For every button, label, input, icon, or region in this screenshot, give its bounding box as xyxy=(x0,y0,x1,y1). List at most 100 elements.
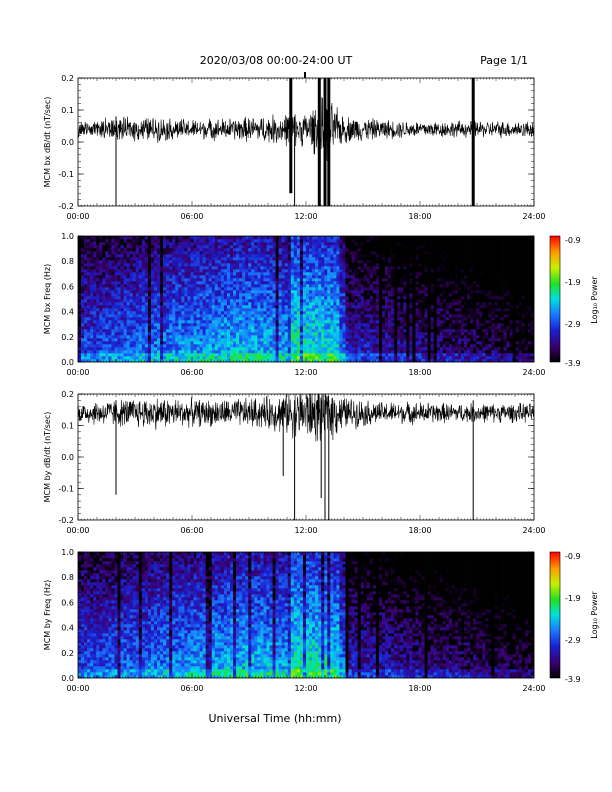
spectrogram-cell xyxy=(114,254,118,258)
spectrogram-cell xyxy=(394,254,398,258)
spectrogram-cell xyxy=(190,260,194,264)
spectrogram-cell xyxy=(330,344,334,348)
spectrogram-cell xyxy=(199,290,203,294)
spectrogram-cell xyxy=(138,269,143,273)
spectrogram-cell xyxy=(114,248,118,252)
spectrogram-cell xyxy=(284,341,289,345)
spectrogram-cell xyxy=(248,263,252,267)
spectrogram-cell xyxy=(226,296,231,300)
spectrogram-cell xyxy=(333,338,337,342)
spectrogram-cell xyxy=(287,323,292,327)
spectrogram-cell xyxy=(351,272,355,276)
spectrogram-cell xyxy=(178,347,182,351)
spectrogram-cell xyxy=(339,242,343,246)
spectrogram-cell xyxy=(132,242,137,246)
spectrogram-cell xyxy=(394,296,398,300)
spectrogram-cell xyxy=(257,242,261,246)
spectrogram-cell xyxy=(81,359,85,363)
spectrogram-cell xyxy=(293,326,298,330)
spectrogram-cell xyxy=(90,329,94,333)
spectrogram-cell xyxy=(223,305,228,309)
spectrogram-cell xyxy=(409,236,413,240)
spectrogram-cell xyxy=(336,341,340,345)
spectrogram-cell xyxy=(120,281,124,285)
spectrogram-cell xyxy=(166,341,170,345)
spectrogram-cell xyxy=(226,332,231,336)
spectrogram-cell xyxy=(391,332,395,336)
spectrogram-cell xyxy=(272,260,276,264)
spectrogram-cell xyxy=(223,293,228,297)
spectrogram-cell xyxy=(251,317,255,321)
spectrogram-cell xyxy=(120,293,124,297)
spectrogram-cell xyxy=(87,353,91,357)
spectrogram-cell xyxy=(251,341,255,345)
spectrogram-cell xyxy=(324,353,328,357)
spectrogram-cell xyxy=(345,248,349,252)
spectrogram-cell xyxy=(306,242,310,246)
spectrogram-cell xyxy=(160,239,164,243)
spectrogram-cell xyxy=(147,266,152,270)
spectrogram-cell xyxy=(406,287,410,291)
spectrogram-cell xyxy=(290,338,295,342)
spectrogram-cell xyxy=(239,302,243,306)
spectrogram-cell xyxy=(129,314,134,318)
spectrogram-cell xyxy=(190,275,194,279)
spectrogram-cell xyxy=(272,287,276,291)
spectrogram-cell xyxy=(135,329,140,333)
spectrogram-cell xyxy=(302,248,307,252)
spectrogram-cell xyxy=(196,329,200,333)
spectrogram-cell xyxy=(403,359,407,363)
spectrogram-cell xyxy=(248,332,252,336)
spectrogram-cell xyxy=(211,341,216,345)
spectrogram-cell xyxy=(193,308,197,312)
spectrogram-cell xyxy=(378,284,383,288)
spectrogram-cell xyxy=(205,275,210,279)
spectrogram-cell xyxy=(220,317,225,321)
spectrogram-cell xyxy=(388,356,392,360)
spectrogram-cell xyxy=(114,302,118,306)
spectrogram-cell xyxy=(175,356,179,360)
spectrogram-cell xyxy=(193,284,197,288)
spectrogram-cell xyxy=(117,248,121,252)
spectrogram-cell xyxy=(84,266,88,270)
spectrogram-cell xyxy=(412,326,416,330)
spectrogram-cell xyxy=(354,323,358,327)
spectrogram-cell xyxy=(208,248,213,252)
spectrogram-cell xyxy=(90,320,94,324)
spectrogram-cell xyxy=(169,329,173,333)
spectrogram-cell xyxy=(147,332,152,336)
spectrogram-cell xyxy=(205,305,210,309)
spectrogram-cell xyxy=(378,308,383,312)
spectrogram-cell xyxy=(217,269,222,273)
spectrogram-cell xyxy=(242,338,246,342)
spectrogram-cell xyxy=(278,335,282,339)
spectrogram-cell xyxy=(309,245,313,249)
spectrogram-cell xyxy=(333,335,337,339)
spectrogram-cell xyxy=(163,263,167,267)
spectrogram-cell xyxy=(309,266,313,270)
spectrogram-cell xyxy=(251,284,255,288)
spectrogram-cell xyxy=(120,287,124,291)
spectrogram-cell xyxy=(84,305,88,309)
spectrogram-cell xyxy=(132,332,137,336)
spectrogram-cell xyxy=(275,281,279,285)
spectrogram-cell xyxy=(199,338,203,342)
spectrogram-cell xyxy=(120,326,124,330)
spectrogram-cell xyxy=(199,332,203,336)
spectrogram-cell xyxy=(287,353,292,357)
spectrogram-cell xyxy=(281,290,286,294)
spectrogram-cell xyxy=(141,299,146,303)
spectrogram-cell xyxy=(342,242,346,246)
spectrogram-cell xyxy=(163,302,167,306)
spectrogram-cell xyxy=(205,245,210,249)
spectrogram-cell xyxy=(403,263,407,267)
spectrogram-cell xyxy=(409,359,413,363)
spectrogram-cell xyxy=(217,320,222,324)
spectrogram-cell xyxy=(96,245,100,249)
spectrogram-cell xyxy=(299,299,304,303)
spectrogram-cell xyxy=(172,263,176,267)
spectrogram-cell xyxy=(260,320,264,324)
spectrogram-cell xyxy=(190,353,194,357)
spectrogram-cell xyxy=(248,248,252,252)
spectrogram-cell xyxy=(378,269,383,273)
